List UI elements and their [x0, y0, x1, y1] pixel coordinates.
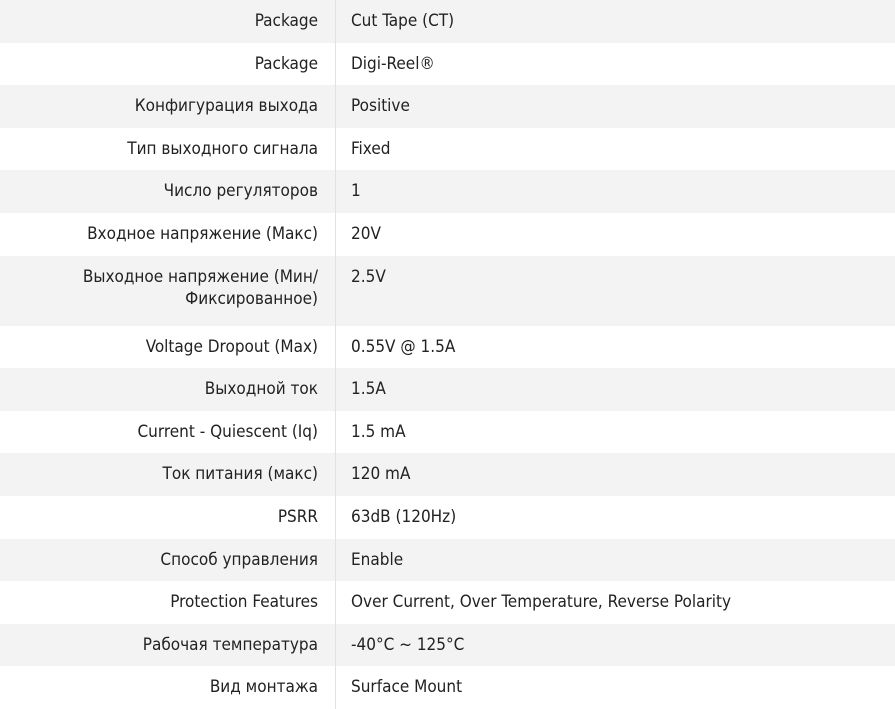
spec-label: PSRR — [0, 496, 336, 539]
spec-value: -40°C ~ 125°C — [336, 624, 895, 667]
spec-label: Рабочая температура — [0, 624, 336, 667]
spec-label: Способ управления — [0, 539, 336, 582]
spec-label: Входное напряжение (Макс) — [0, 213, 336, 256]
table-row: Входное напряжение (Макс)20V — [0, 213, 895, 256]
spec-value: 63dB (120Hz) — [336, 496, 895, 539]
spec-label: Тип выходного сигнала — [0, 128, 336, 171]
table-row: Current - Quiescent (Iq)1.5 mA — [0, 411, 895, 454]
spec-value: 1.5A — [336, 368, 895, 411]
table-row: Рабочая температура-40°C ~ 125°C — [0, 624, 895, 667]
spec-label: Выходной ток — [0, 368, 336, 411]
spec-label: Число регуляторов — [0, 170, 336, 213]
table-row: Voltage Dropout (Max)0.55V @ 1.5A — [0, 326, 895, 369]
spec-label: Вид монтажа — [0, 666, 336, 709]
table-row: Выходное напряжение (Мин/Фиксированное)2… — [0, 256, 895, 326]
spec-label: Current - Quiescent (Iq) — [0, 411, 336, 454]
spec-label: Выходное напряжение (Мин/Фиксированное) — [0, 256, 336, 326]
spec-value: Enable — [336, 539, 895, 582]
spec-value: 120 mA — [336, 453, 895, 496]
spec-value: Fixed — [336, 128, 895, 171]
spec-label: Package — [0, 43, 336, 86]
spec-value: Positive — [336, 85, 895, 128]
spec-label: Ток питания (макс) — [0, 453, 336, 496]
table-row: Ток питания (макс)120 mA — [0, 453, 895, 496]
spec-value: Surface Mount — [336, 666, 895, 709]
spec-value: Digi-Reel® — [336, 43, 895, 86]
spec-value: 2.5V — [336, 256, 895, 326]
spec-value: 1 — [336, 170, 895, 213]
spec-value: 1.5 mA — [336, 411, 895, 454]
spec-value: 20V — [336, 213, 895, 256]
spec-value: 0.55V @ 1.5A — [336, 326, 895, 369]
spec-value: Cut Tape (CT) — [336, 0, 895, 43]
spec-label: Конфигурация выхода — [0, 85, 336, 128]
spec-label: Voltage Dropout (Max) — [0, 326, 336, 369]
spec-label: Protection Features — [0, 581, 336, 624]
spec-value: Over Current, Over Temperature, Reverse … — [336, 581, 895, 624]
spec-label: Package — [0, 0, 336, 43]
